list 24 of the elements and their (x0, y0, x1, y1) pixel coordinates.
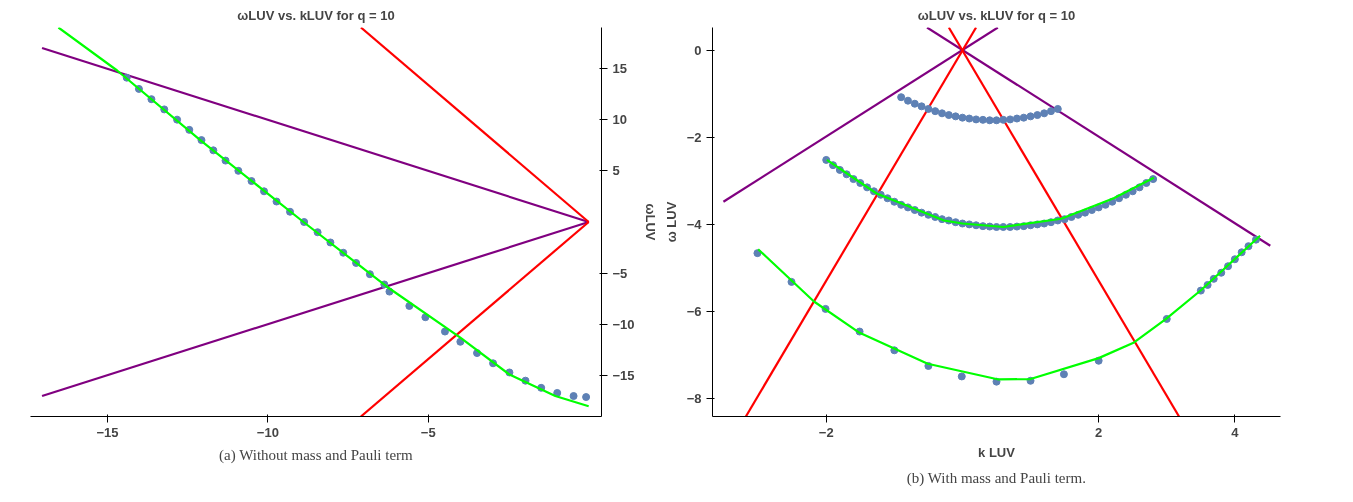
text: (a) Without mass and Pauli term (219, 446, 414, 464)
x-axis-title: k LUV (978, 444, 1016, 460)
y-tick-label: −6 (686, 304, 702, 320)
chart-title: ωLUV vs. kLUV for q = 10 (237, 7, 395, 23)
text: (b) With mass and Pauli term. (906, 469, 1086, 487)
x-tick-label: −15 (96, 424, 119, 440)
y-tick-label: 5 (612, 163, 620, 179)
y-axis-title: ω LUV (663, 201, 679, 243)
y-tick-label: 0 (694, 42, 702, 58)
y-tick-label: −2 (686, 129, 702, 145)
x-tick-label: −10 (256, 424, 279, 440)
y-tick-label: −5 (612, 265, 628, 281)
y-tick-label: −10 (612, 316, 635, 332)
y-tick-label: −4 (686, 216, 703, 232)
chart-title: ωLUV vs. kLUV for q = 10 (917, 7, 1076, 23)
y-tick-label: −8 (686, 391, 702, 407)
x-tick-label: −2 (818, 424, 834, 440)
y-tick-label: 15 (612, 60, 627, 76)
x-tick-label: −5 (420, 424, 436, 440)
y-tick-label: 10 (612, 112, 627, 128)
x-tick-label: 2 (1095, 424, 1103, 440)
y-axis-title: ωLUV (642, 203, 658, 241)
x-tick-label: 4 (1231, 424, 1240, 440)
y-tick-label: −15 (612, 368, 635, 384)
